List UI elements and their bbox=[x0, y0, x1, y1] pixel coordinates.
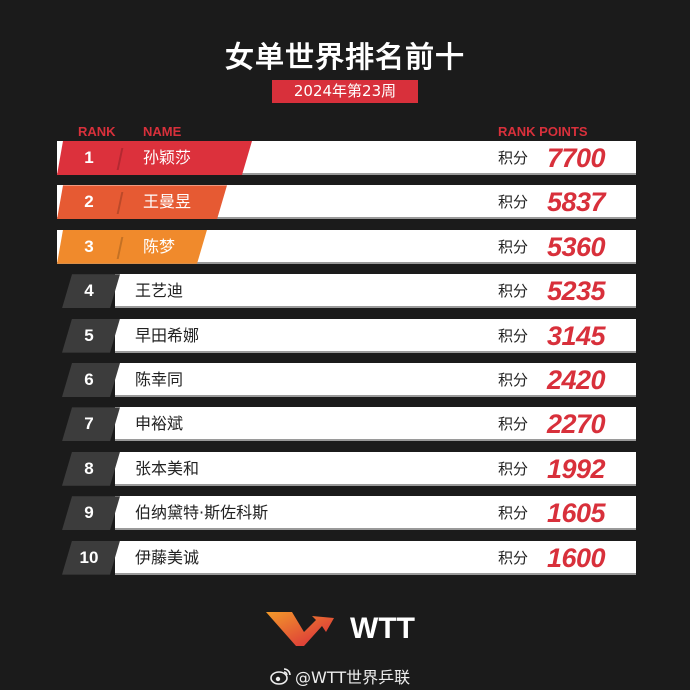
rank-points: 1992 bbox=[547, 453, 606, 484]
rank-box bbox=[62, 496, 120, 530]
row-background bbox=[115, 274, 636, 309]
row-background bbox=[115, 363, 636, 397]
row-background bbox=[115, 496, 636, 531]
rank-number: 3 bbox=[84, 236, 94, 256]
rank-box bbox=[62, 407, 120, 441]
rank-number: 6 bbox=[84, 370, 94, 389]
rank-highlight-band bbox=[57, 230, 207, 264]
weibo-handle-text: @WTT世界乒联 bbox=[295, 668, 411, 687]
rank-number: 9 bbox=[84, 503, 94, 523]
player-name: 伊藤美诚 bbox=[135, 547, 200, 567]
points-unit: 积分 bbox=[498, 149, 529, 167]
points-unit: 积分 bbox=[498, 548, 529, 567]
rank-points: 5235 bbox=[547, 276, 606, 307]
player-name: 伯纳黛特·斯佐科斯 bbox=[135, 503, 269, 523]
points-unit: 积分 bbox=[498, 193, 529, 212]
ranking-row: 2 王曼昱 积分 5837 bbox=[57, 185, 636, 220]
ranking-row: 6 陈幸同 积分 2420 bbox=[57, 363, 636, 397]
player-name: 张本美和 bbox=[135, 458, 200, 478]
row-background bbox=[115, 451, 636, 486]
week-label: 2024年第23周 bbox=[272, 80, 418, 103]
rank-points: 1600 bbox=[547, 542, 606, 573]
ranking-row: 10 伊藤美诚 积分 1600 bbox=[57, 540, 636, 575]
page-title: 女单世界排名前十 bbox=[224, 40, 465, 74]
ranking-row: 4 王艺迪 积分 5235 bbox=[57, 274, 636, 309]
ranking-row: 9 伯纳黛特·斯佐科斯 积分 1605 bbox=[57, 496, 636, 531]
rank-points: 2270 bbox=[547, 409, 606, 440]
ranking-row: 8 张本美和 积分 1992 bbox=[57, 451, 636, 486]
header-name: NAME bbox=[143, 124, 182, 139]
rank-box bbox=[62, 541, 120, 575]
rank-points: 5360 bbox=[547, 231, 606, 262]
rank-box bbox=[62, 319, 120, 353]
header-rank: RANK bbox=[78, 124, 116, 139]
rank-number: 10 bbox=[79, 547, 99, 567]
points-unit: 积分 bbox=[498, 415, 529, 434]
rank-box bbox=[62, 274, 120, 308]
points-unit: 积分 bbox=[498, 282, 529, 301]
player-name: 王曼昱 bbox=[143, 192, 192, 212]
wtt-logo-icon bbox=[266, 612, 334, 646]
rank-points: 5837 bbox=[547, 187, 606, 218]
points-unit: 积分 bbox=[498, 371, 529, 389]
points-unit: 积分 bbox=[498, 237, 529, 256]
rank-number: 4 bbox=[84, 281, 94, 301]
player-name: 王艺迪 bbox=[135, 281, 184, 301]
rank-points: 7700 bbox=[547, 143, 606, 173]
rank-highlight-band bbox=[57, 141, 252, 175]
rank-points: 3145 bbox=[547, 320, 606, 351]
row-background bbox=[115, 318, 636, 353]
wtt-logo-text: WTT bbox=[350, 612, 415, 645]
points-unit: 积分 bbox=[498, 504, 529, 523]
weibo-icon bbox=[270, 668, 291, 685]
rank-box bbox=[62, 363, 120, 397]
rank-number: 7 bbox=[84, 414, 94, 434]
row-background bbox=[115, 540, 636, 575]
player-name: 申裕斌 bbox=[135, 414, 184, 434]
rank-highlight-band bbox=[57, 185, 227, 219]
ranking-row: 7 申裕斌 积分 2270 bbox=[57, 407, 636, 442]
row-background bbox=[115, 407, 636, 442]
player-name: 早田希娜 bbox=[135, 325, 200, 345]
header-points: RANK POINTS bbox=[498, 124, 588, 139]
ranking-row: 1 孙颖莎 积分 7700 bbox=[57, 141, 636, 175]
points-unit: 积分 bbox=[498, 459, 529, 478]
rank-number: 5 bbox=[84, 325, 94, 345]
rank-number: 8 bbox=[84, 458, 94, 478]
ranking-row: 5 早田希娜 积分 3145 bbox=[57, 318, 636, 353]
player-name: 陈幸同 bbox=[135, 370, 184, 389]
rank-points: 2420 bbox=[547, 365, 606, 395]
rank-number: 2 bbox=[84, 192, 94, 212]
rank-number: 1 bbox=[84, 148, 94, 167]
points-unit: 积分 bbox=[498, 326, 529, 345]
player-name: 陈梦 bbox=[143, 236, 176, 256]
player-name: 孙颖莎 bbox=[143, 148, 192, 167]
rank-points: 1605 bbox=[547, 498, 606, 529]
weibo-handle: @WTT世界乒联 bbox=[270, 664, 410, 688]
ranking-row: 3 陈梦 积分 5360 bbox=[57, 229, 636, 264]
rank-box bbox=[62, 452, 120, 486]
